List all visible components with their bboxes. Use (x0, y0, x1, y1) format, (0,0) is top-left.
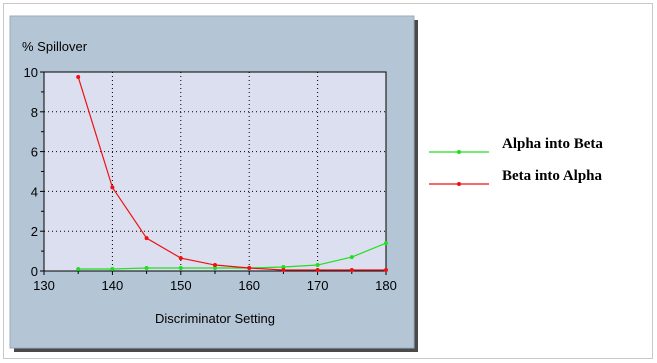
legend-label: Alpha into Beta (502, 136, 603, 152)
data-point (213, 266, 217, 271)
y-tick-label: 0 (31, 264, 38, 279)
data-point (76, 74, 81, 79)
data-point (349, 255, 354, 260)
y-tick-label: 8 (31, 105, 38, 120)
data-point (315, 268, 320, 273)
x-tick-label: 160 (238, 278, 260, 293)
x-tick-label: 140 (102, 278, 124, 293)
x-tick-label: 130 (33, 278, 55, 293)
data-point (110, 185, 115, 190)
data-point (315, 263, 320, 268)
data-point (384, 241, 388, 246)
data-point (144, 266, 149, 271)
x-tick-label: 150 (170, 278, 192, 293)
legend-marker (457, 182, 461, 186)
data-point (76, 267, 81, 272)
legend-label: Beta into Alpha (502, 168, 603, 184)
data-point (178, 256, 183, 261)
data-point (247, 266, 252, 271)
data-point (281, 265, 286, 270)
y-tick-label: 4 (31, 184, 38, 199)
data-point (384, 268, 388, 273)
y-tick-label: 10 (24, 65, 38, 80)
legend: Alpha into Beta Beta into Alpha (429, 136, 603, 186)
y-axis-label: % Spillover (22, 39, 88, 54)
data-point (349, 268, 354, 273)
ticks-layer: 130 140 150 160 170 180 0 2 4 6 8 10 (24, 65, 397, 293)
data-point (178, 266, 183, 271)
x-tick-label: 180 (375, 278, 397, 293)
data-point (213, 263, 217, 268)
plot-area (43, 71, 387, 272)
y-tick-label: 6 (31, 145, 38, 160)
data-point (144, 236, 149, 241)
data-point (110, 267, 115, 272)
series-line (77, 76, 386, 271)
y-tick-label: 2 (31, 224, 38, 239)
data-point (281, 268, 286, 273)
series-layer (76, 74, 388, 273)
x-axis-label: Discriminator Setting (155, 311, 275, 326)
series-line (78, 242, 387, 270)
x-tick-label: 170 (307, 278, 329, 293)
legend-marker (457, 150, 461, 154)
